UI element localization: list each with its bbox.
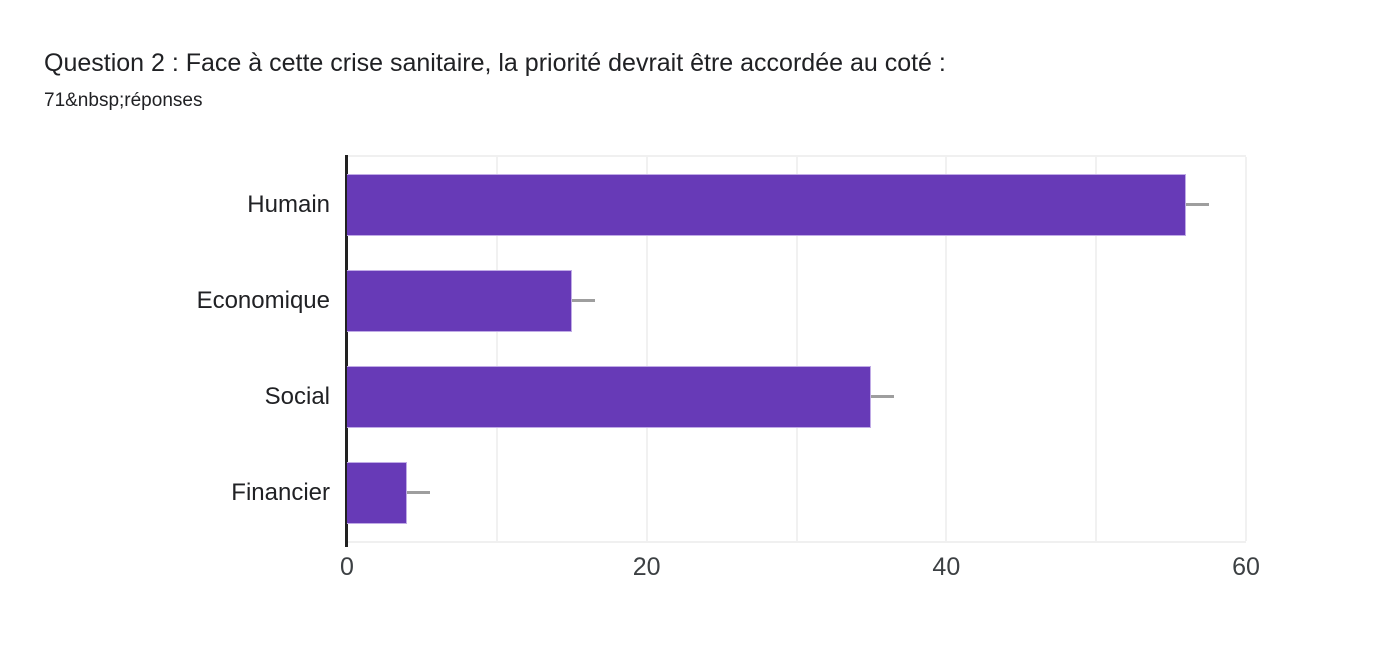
- gridline-30: [795, 157, 798, 541]
- bar-rows: [347, 157, 1246, 541]
- category-label-economique: Economique: [196, 287, 330, 314]
- y-axis-line: [345, 155, 348, 547]
- bar-humain[interactable]: [347, 174, 1187, 236]
- bar-economique[interactable]: [347, 270, 572, 332]
- bar-financier[interactable]: [347, 462, 407, 524]
- gridline-60: [1245, 157, 1247, 541]
- response-count: 71&nbsp;réponses: [44, 90, 203, 111]
- gridline-20: [645, 157, 648, 541]
- question-title: Question 2 : Face à cette crise sanitair…: [44, 49, 946, 77]
- category-label-social: Social: [264, 383, 330, 410]
- gridline-10: [495, 157, 498, 541]
- x-tick-0: 0: [340, 553, 354, 581]
- x-tick-20: 20: [632, 553, 661, 581]
- bar-row-financier: [347, 445, 1246, 541]
- whisker-social: [871, 395, 895, 398]
- category-axis-labels: Humain Economique Social Financier: [0, 157, 330, 541]
- bar-social[interactable]: [347, 366, 872, 428]
- category-label-humain: Humain: [247, 191, 330, 218]
- x-tick-40: 40: [932, 553, 961, 581]
- category-label-financier: Financier: [231, 479, 330, 506]
- x-axis-tick-labels: 0 20 40 60: [340, 553, 1260, 585]
- whisker-financier: [406, 491, 430, 494]
- gridline-40: [945, 157, 948, 541]
- bar-row-humain: [347, 157, 1246, 253]
- bar-row-social: [347, 349, 1246, 445]
- plot-area: [345, 155, 1247, 547]
- whisker-humain: [1186, 203, 1210, 206]
- x-tick-60: 60: [1232, 553, 1260, 581]
- bar-row-economique: [347, 253, 1246, 349]
- gridline-50: [1095, 157, 1098, 541]
- whisker-economique: [571, 299, 595, 302]
